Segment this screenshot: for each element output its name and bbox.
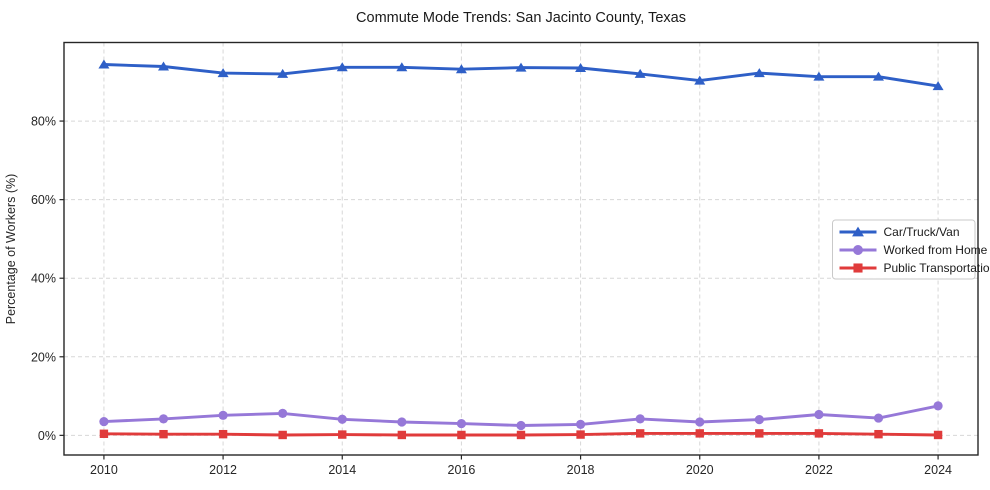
triangle-marker bbox=[396, 62, 408, 72]
square-marker bbox=[755, 429, 764, 438]
legend-item-label: Car/Truck/Van bbox=[884, 225, 960, 239]
legend-item: Car/Truck/Van bbox=[839, 225, 960, 239]
circle-marker bbox=[158, 414, 169, 424]
triangle-marker bbox=[575, 63, 587, 73]
circle-marker bbox=[218, 410, 228, 420]
triangle-marker bbox=[455, 64, 467, 74]
square-marker bbox=[853, 263, 863, 273]
x-tick-label: 2018 bbox=[567, 463, 595, 477]
circle-marker bbox=[754, 415, 764, 425]
circle-marker bbox=[516, 420, 526, 431]
y-tick-label: 0% bbox=[38, 429, 56, 443]
legend: Car/Truck/Van Worked from Home Public Tran… bbox=[832, 219, 990, 280]
legend-item: Public Transportation bbox=[839, 261, 990, 275]
square-marker bbox=[695, 429, 704, 438]
x-tick-label: 2010 bbox=[90, 463, 118, 477]
legend-item: Worked from Home bbox=[839, 243, 988, 257]
circle-marker bbox=[397, 417, 407, 427]
square-marker bbox=[516, 430, 526, 440]
circle-marker bbox=[278, 408, 288, 418]
x-tick-label: 2024 bbox=[924, 463, 952, 477]
triangle-marker bbox=[515, 62, 527, 72]
circle-marker bbox=[456, 418, 467, 429]
legend-box bbox=[832, 219, 976, 280]
triangle-marker bbox=[753, 68, 765, 78]
x-axis: 2010 2012 2014 2016 2018 2020 2022 2024 bbox=[90, 455, 952, 477]
y-tick-label: 80% bbox=[31, 115, 56, 129]
plot-area: 2010 2012 2014 2016 2018 2020 2022 2024 0% 20% 40%… bbox=[31, 41, 990, 477]
circle-marker bbox=[695, 417, 705, 427]
circle-marker bbox=[575, 419, 586, 429]
triangle-marker bbox=[336, 62, 348, 72]
square-marker bbox=[159, 429, 168, 439]
circle-marker bbox=[337, 414, 347, 424]
x-tick-label: 2020 bbox=[686, 463, 714, 477]
triangle-marker bbox=[217, 68, 229, 78]
circle-marker bbox=[873, 413, 884, 423]
square-marker bbox=[874, 429, 883, 439]
square-marker bbox=[397, 430, 407, 440]
square-marker bbox=[457, 430, 466, 440]
triangle-marker bbox=[872, 71, 884, 81]
square-marker bbox=[635, 429, 645, 438]
square-marker bbox=[218, 429, 228, 439]
y-axis: 0% 20% 40% 60% 80% bbox=[31, 115, 64, 443]
triangle-marker bbox=[158, 61, 170, 71]
circle-marker bbox=[853, 245, 863, 255]
series-public-transportation bbox=[99, 429, 943, 440]
legend-item-label: Public Transportation bbox=[884, 261, 990, 275]
square-marker bbox=[278, 430, 287, 440]
x-tick-label: 2016 bbox=[448, 463, 476, 477]
series-car-truck-van bbox=[98, 59, 944, 91]
triangle-marker bbox=[98, 59, 110, 69]
y-axis-label: Percentage of Workers (%) bbox=[4, 174, 18, 325]
triangle-marker bbox=[813, 71, 825, 81]
triangle-marker bbox=[852, 226, 864, 237]
circle-marker bbox=[814, 409, 824, 420]
square-marker bbox=[338, 430, 347, 439]
x-tick-label: 2012 bbox=[209, 463, 237, 477]
circle-marker bbox=[635, 414, 645, 424]
x-tick-label: 2014 bbox=[328, 463, 356, 477]
triangle-marker bbox=[634, 68, 646, 78]
triangle-marker bbox=[277, 68, 289, 78]
y-tick-label: 40% bbox=[31, 272, 56, 286]
circle-marker bbox=[99, 417, 109, 427]
x-tick-label: 2022 bbox=[805, 463, 833, 477]
y-tick-label: 60% bbox=[31, 193, 56, 207]
y-tick-label: 20% bbox=[31, 350, 56, 364]
circle-marker bbox=[933, 401, 943, 411]
triangle-marker bbox=[932, 81, 944, 91]
square-marker bbox=[814, 429, 824, 438]
chart-title: Commute Mode Trends: San Jacinto County,… bbox=[356, 10, 686, 26]
series-worked-from-home bbox=[99, 401, 943, 431]
plot-border bbox=[63, 41, 979, 456]
square-marker bbox=[576, 430, 585, 439]
square-marker bbox=[99, 429, 109, 438]
square-marker bbox=[933, 430, 943, 440]
legend-item-label: Worked from Home bbox=[884, 243, 988, 257]
triangle-marker bbox=[694, 75, 706, 85]
